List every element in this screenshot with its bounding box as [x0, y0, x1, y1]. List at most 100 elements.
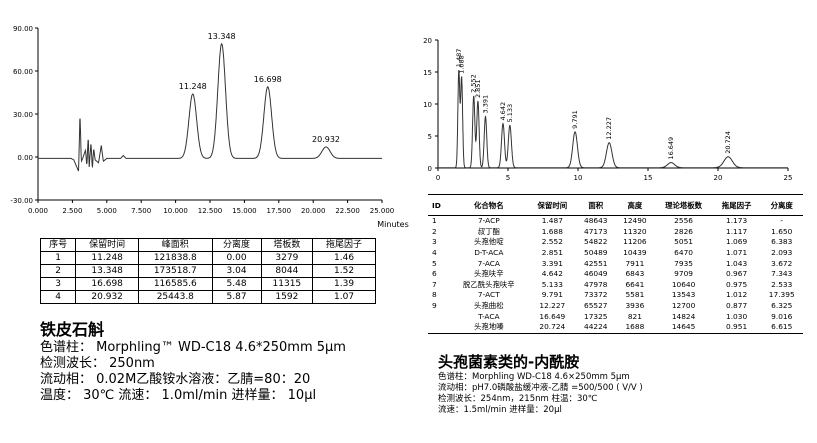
table-row: 9 头孢曲松 12.227 65527 3936 12700 0.877 6.325: [428, 301, 803, 312]
peak-label: 3.391: [481, 95, 489, 114]
table-cell: 0.951: [712, 321, 761, 334]
table-cell: 9.791: [541, 290, 563, 300]
table-cell: 1.173: [726, 216, 748, 226]
x-tick-label: 17.500: [267, 207, 292, 215]
peak-label: 4.642: [499, 102, 507, 121]
table-cell: 1.07: [312, 290, 376, 304]
table-cell: 6843: [625, 269, 645, 279]
table-cell: 48643: [584, 216, 608, 226]
y-tick-label: 0.00: [17, 154, 33, 162]
table-cell: 3279: [260, 251, 314, 265]
left-caption-wavelength: 检测波长： 250nm: [40, 356, 155, 371]
table-cell: 3.391: [541, 258, 563, 268]
left-caption-title: 铁皮石斛: [40, 320, 105, 339]
table-cell: 脱乙酰头孢呋辛: [462, 279, 515, 289]
table-cell: 12.227: [539, 301, 566, 311]
table-row: 1 11.248 121838.8 0.00 3279 1.46: [39, 251, 376, 265]
table-cell: 11315: [260, 277, 314, 291]
table-cell: 1.043: [726, 258, 748, 268]
peak-label: 11.248: [179, 82, 207, 91]
col-header: 保留时间: [528, 194, 577, 216]
table-cell: 7.343: [771, 269, 793, 279]
table-cell: 叔丁酯: [477, 226, 500, 236]
table-row: T-ACA 16.649 17325 821 14824 1.030 9.016: [428, 311, 803, 322]
table-cell: 12490: [623, 216, 647, 226]
table-cell: 54822: [584, 237, 608, 247]
x-tick-label: 20: [714, 174, 723, 182]
right-caption-title: 头孢菌素类的-内酰胺: [438, 353, 580, 371]
table-cell: 9.016: [771, 311, 793, 321]
x-tick-label: 22.500: [335, 207, 360, 215]
col-header: 理论塔板数: [654, 194, 713, 216]
table-cell: [428, 321, 450, 334]
peak-label: 9.791: [571, 110, 579, 129]
table-row: 3 头孢他啶 2.552 54822 11206 5051 1.069 6.383: [428, 237, 803, 248]
table-cell: 65527: [584, 301, 608, 311]
table-row: 4 20.932 25443.8 5.87 1592 1.07: [39, 290, 376, 304]
table-cell: 47173: [584, 226, 608, 236]
col-header: ID: [428, 194, 450, 216]
col-header: 面积: [576, 194, 616, 216]
table-cell: 7-ACP: [477, 216, 500, 226]
table-cell: 4: [39, 290, 77, 304]
table-cell: 0.877: [726, 301, 748, 311]
table-cell: 1.030: [726, 311, 748, 321]
peak-label: 2.552: [470, 74, 478, 93]
peak-label: 13.348: [208, 32, 236, 41]
table-cell: 121838.8: [138, 251, 213, 265]
table-cell: 7935: [674, 258, 693, 268]
table-cell: 25443.8: [138, 290, 213, 304]
table-cell: 1.46: [312, 251, 376, 265]
table-cell: 11206: [623, 237, 647, 247]
table-cell: T-ACA: [478, 311, 500, 321]
x-tick-label: 15.000: [232, 207, 257, 215]
col-header: 峰面积: [138, 238, 213, 252]
col-header: 化合物名: [449, 194, 529, 216]
right-caption-wavelength: 检测波长：254nm，215nm 柱温：30℃: [438, 394, 598, 404]
x-tick-label: 12.500: [198, 207, 223, 215]
left-peak-labels: 11.248 13.348 16.698 20.932: [179, 32, 340, 144]
table-cell: 头孢地嗪: [449, 321, 529, 334]
table-row: 2 叔丁酯 1.688 47173 11320 2826 1.117 1.650: [428, 227, 803, 238]
table-cell: 3.672: [771, 258, 793, 268]
table-cell: 头孢呋辛: [474, 269, 504, 279]
table-cell: 1: [39, 251, 77, 265]
peak-label: 2.851: [474, 79, 482, 98]
peak-label: 20.932: [312, 135, 340, 144]
table-cell: 2.552: [541, 237, 563, 247]
table-cell: 1688: [615, 321, 655, 334]
col-header: 拖尾因子: [312, 238, 376, 252]
table-cell: 2.093: [771, 248, 793, 258]
table-cell: 44224: [576, 321, 616, 334]
table-cell: 6470: [674, 248, 693, 258]
table-header-row: ID 化合物名 保留时间 面积 高度 理论塔板数 拖尾因子 分离度: [428, 194, 803, 216]
table-cell: 6.615: [760, 321, 803, 334]
left-x-axis-label: Minutes: [377, 220, 409, 229]
table-cell: 1.117: [726, 226, 748, 236]
table-cell: 6.383: [771, 237, 793, 247]
table-cell: 10640: [671, 279, 696, 289]
y-tick-label: 30.00: [13, 111, 33, 119]
table-cell: 11320: [623, 226, 647, 236]
table-cell: 9709: [674, 269, 693, 279]
table-cell: 头孢曲松: [474, 301, 504, 311]
table-cell: 5.87: [211, 290, 262, 304]
table-cell: 6641: [625, 279, 645, 289]
table-cell: -: [780, 216, 784, 226]
table-cell: 12700: [671, 301, 696, 311]
x-tick-label: 25: [784, 174, 793, 182]
table-cell: 1.650: [771, 226, 793, 236]
left-trace-line: [38, 43, 382, 172]
peak-label: 20.724: [724, 131, 732, 154]
table-cell: 5051: [674, 237, 693, 247]
peak-label: 16.649: [667, 137, 675, 160]
y-tick-label: 15: [423, 69, 432, 77]
col-header: 分离度: [211, 238, 262, 252]
left-chromatogram: 90.00 60.00 30.00 0.00 -30.00 0.000 2.500 5.00…: [10, 25, 409, 229]
x-tick-label: 10: [574, 174, 583, 182]
right-y-ticks: 0 5 10 15 20: [423, 37, 438, 173]
table-cell: 5.48: [211, 277, 262, 291]
table-cell: 17325: [584, 311, 608, 321]
table-row: 1 7-ACP 1.487 48643 12490 2556 1.173 -: [428, 216, 803, 227]
